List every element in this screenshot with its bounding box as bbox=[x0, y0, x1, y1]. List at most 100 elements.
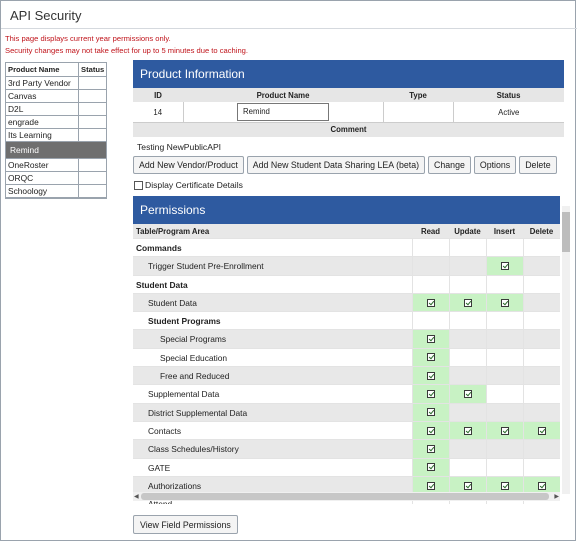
permission-read-checkbox[interactable] bbox=[427, 444, 435, 453]
permission-update-checkbox[interactable] bbox=[464, 390, 472, 399]
change-button[interactable]: Change bbox=[428, 156, 471, 174]
permission-update-cell bbox=[449, 367, 486, 385]
permission-read-cell bbox=[412, 367, 449, 385]
vendor-status bbox=[79, 159, 106, 171]
vendor-status bbox=[79, 90, 106, 102]
horizontal-scroll-thumb[interactable] bbox=[141, 493, 549, 500]
permission-read-checkbox[interactable] bbox=[427, 298, 435, 307]
vendor-list-item[interactable]: 3rd Party Vendor bbox=[6, 77, 106, 90]
permission-row: Class Schedules/History bbox=[133, 440, 560, 459]
permission-read-cell bbox=[412, 312, 449, 330]
permission-read-cell bbox=[412, 293, 449, 312]
permission-read-checkbox[interactable] bbox=[427, 463, 435, 472]
permission-area-label: Commands bbox=[136, 243, 182, 253]
permission-read-cell bbox=[412, 458, 449, 476]
scroll-right-icon[interactable]: ▶ bbox=[554, 494, 559, 500]
permission-insert-checkbox[interactable] bbox=[501, 298, 509, 307]
product-status: Active bbox=[453, 102, 564, 123]
permission-delete-cell bbox=[523, 275, 560, 293]
permission-delete-checkbox[interactable] bbox=[538, 481, 546, 490]
permission-delete-cell bbox=[523, 367, 560, 385]
permission-delete-cell bbox=[523, 385, 560, 403]
permission-update-cell bbox=[449, 403, 486, 421]
permission-row: District Supplemental Data bbox=[133, 403, 560, 422]
product-name-cell: Remind bbox=[183, 102, 384, 123]
permission-read-checkbox[interactable] bbox=[427, 335, 435, 344]
permission-read-checkbox[interactable] bbox=[427, 408, 435, 417]
display-certificate-checkbox[interactable] bbox=[134, 180, 143, 190]
permission-delete-checkbox[interactable] bbox=[538, 426, 546, 435]
permission-row: Student Data bbox=[133, 275, 560, 294]
vendor-list-item[interactable]: ORQC bbox=[6, 172, 106, 185]
vendor-list-item[interactable]: D2L bbox=[6, 103, 106, 116]
add-lea-button[interactable]: Add New Student Data Sharing LEA (beta) bbox=[246, 156, 426, 174]
permission-delete-cell bbox=[523, 239, 560, 257]
vendor-list-item[interactable]: Its Learning bbox=[6, 129, 106, 142]
permission-read-cell bbox=[412, 257, 449, 275]
permission-read-checkbox[interactable] bbox=[427, 353, 435, 362]
permission-row: Free and Reduced bbox=[133, 367, 560, 386]
permission-read-checkbox[interactable] bbox=[427, 371, 435, 380]
permissions-panel: Permissions Table/Program Area Read Upda… bbox=[133, 196, 571, 504]
permission-insert-cell bbox=[486, 275, 523, 293]
permission-area-label: Authorizations bbox=[148, 480, 202, 491]
permission-area-label: Free and Reduced bbox=[160, 371, 230, 382]
permission-update-checkbox[interactable] bbox=[464, 298, 472, 307]
product-name-field[interactable]: Remind bbox=[237, 103, 329, 121]
product-id: 14 bbox=[133, 102, 184, 123]
permission-area-label: Class Schedules/History bbox=[148, 444, 239, 455]
vendor-list-item[interactable]: Remind bbox=[6, 142, 106, 159]
header-delete: Delete bbox=[529, 226, 554, 236]
vendor-list-item[interactable]: OneRoster bbox=[6, 159, 106, 172]
warning-current-year: This page displays current year permissi… bbox=[5, 34, 171, 43]
permissions-horizontal-scrollbar[interactable]: ◀ ▶ bbox=[133, 492, 560, 501]
permission-insert-cell bbox=[486, 403, 523, 421]
display-certificate-label: Display Certificate Details bbox=[145, 180, 243, 190]
permission-update-cell bbox=[449, 476, 486, 495]
permissions-table: Table/Program Area Read Update Insert De… bbox=[133, 224, 560, 504]
permission-delete-cell bbox=[523, 257, 560, 275]
permission-update-checkbox[interactable] bbox=[464, 426, 472, 435]
vendor-list-item[interactable]: engrade bbox=[6, 116, 106, 129]
permissions-vertical-scrollbar[interactable] bbox=[562, 206, 570, 494]
column-header-status[interactable]: Status bbox=[81, 65, 105, 74]
column-header-product-name[interactable]: Product Name bbox=[6, 63, 79, 76]
permission-area-label: Contacts bbox=[148, 425, 182, 436]
options-button[interactable]: Options bbox=[473, 156, 517, 174]
vendor-status bbox=[79, 116, 106, 128]
permission-insert-checkbox[interactable] bbox=[501, 426, 509, 435]
header-program-area: Table/Program Area bbox=[136, 227, 210, 236]
permission-delete-cell bbox=[523, 458, 560, 476]
product-info-table: ID Product Name Type Status 14 Remind Ac… bbox=[133, 88, 564, 123]
permission-insert-checkbox[interactable] bbox=[501, 261, 509, 270]
permission-insert-checkbox[interactable] bbox=[501, 481, 509, 490]
permission-insert-cell bbox=[486, 458, 523, 476]
permission-read-checkbox[interactable] bbox=[427, 481, 435, 490]
vendor-status bbox=[79, 129, 106, 141]
view-field-permissions-button[interactable]: View Field Permissions bbox=[133, 515, 238, 534]
vendor-list-item[interactable]: Schoology bbox=[6, 185, 106, 198]
vendor-list-item[interactable]: Canvas bbox=[6, 90, 106, 103]
permission-insert-cell bbox=[486, 476, 523, 495]
product-information-panel: Product Information ID Product Name Type… bbox=[133, 60, 564, 152]
permission-read-checkbox[interactable] bbox=[427, 390, 435, 399]
vendor-list-header: Product Name Status bbox=[6, 63, 106, 77]
permission-row: Special Programs bbox=[133, 330, 560, 349]
permission-read-cell bbox=[412, 239, 449, 257]
permission-read-checkbox[interactable] bbox=[427, 426, 435, 435]
vertical-scroll-thumb[interactable] bbox=[562, 212, 570, 252]
delete-button[interactable]: Delete bbox=[519, 156, 557, 174]
permission-update-checkbox[interactable] bbox=[464, 481, 472, 490]
permission-insert-cell bbox=[486, 312, 523, 330]
scroll-left-icon[interactable]: ◀ bbox=[134, 494, 139, 500]
vendor-status bbox=[79, 172, 106, 184]
permission-update-cell bbox=[449, 348, 486, 367]
permission-area-label: Supplemental Data bbox=[148, 389, 220, 400]
permission-insert-cell bbox=[486, 330, 523, 348]
permission-delete-cell bbox=[523, 293, 560, 312]
add-vendor-button[interactable]: Add New Vendor/Product bbox=[133, 156, 244, 174]
permission-area-label: Special Education bbox=[160, 352, 228, 363]
permission-read-cell bbox=[412, 330, 449, 348]
permission-row: Student Programs bbox=[133, 312, 560, 331]
